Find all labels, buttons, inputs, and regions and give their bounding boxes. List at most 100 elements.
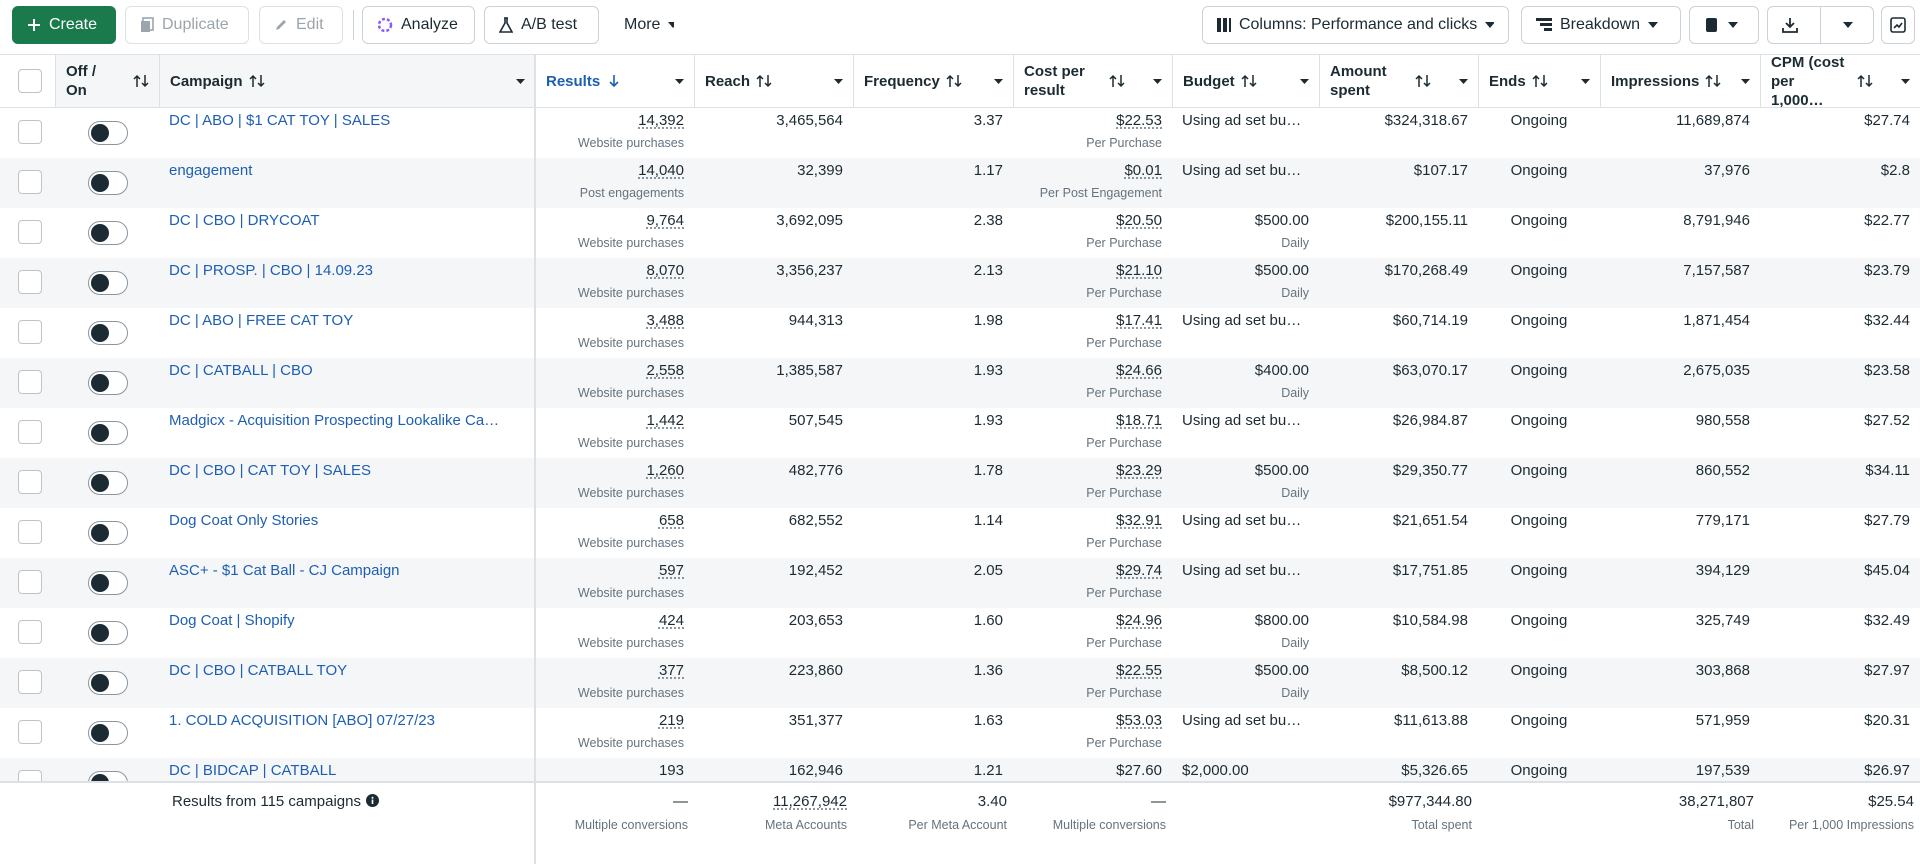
toggle-knob (91, 324, 109, 342)
toggle[interactable] (88, 671, 128, 695)
toggle[interactable] (88, 221, 128, 245)
analyze-button[interactable]: Analyze (362, 6, 475, 44)
columns-label: Columns: Performance and clicks (1238, 16, 1478, 33)
campaign[interactable]: DC | CBO | CAT TOY | SALES (169, 462, 372, 479)
column-header[interactable]: Reach (694, 55, 853, 107)
breakdown-button[interactable]: Breakdown (1521, 6, 1681, 44)
reach: 944,313 (788, 312, 843, 329)
column-header[interactable]: Frequency (853, 55, 1013, 107)
edit-button[interactable]: Edit (259, 6, 343, 44)
checkbox[interactable] (18, 620, 42, 644)
checkbox[interactable] (18, 320, 42, 344)
campaign[interactable]: DC | CBO | DRYCOAT (169, 212, 320, 229)
campaign[interactable]: DC | ABO | $1 CAT TOY | SALES (169, 112, 391, 129)
column-header[interactable]: Cost per result (1013, 55, 1172, 107)
toggle[interactable] (88, 521, 128, 545)
amount-spent: $60,714.19 (1392, 312, 1468, 329)
checkbox[interactable] (18, 570, 42, 594)
info-icon[interactable] (365, 794, 379, 807)
duplicate-button[interactable]: Duplicate (125, 6, 249, 44)
column-header[interactable]: CPM (cost per 1,000… (1760, 55, 1920, 107)
toggle[interactable] (88, 621, 128, 645)
campaign[interactable]: Dog Coat | Shopify (169, 612, 295, 629)
caret (1581, 78, 1590, 84)
campaign[interactable]: ASC+ - $1 Cat Ball - CJ Campaign (169, 562, 400, 579)
header-label: Reach (705, 72, 751, 90)
toggle[interactable] (88, 721, 128, 745)
caret (834, 78, 843, 84)
amount-spent: $10,584.98 (1392, 612, 1468, 629)
impressions: 8,791,946 (1683, 212, 1750, 229)
reports-button[interactable] (1689, 6, 1759, 44)
checkbox[interactable] (18, 670, 42, 694)
chart-icon (1890, 17, 1906, 33)
export-button[interactable] (1767, 6, 1874, 44)
budget-type: Daily (1281, 486, 1309, 500)
column-header[interactable]: Budget (1172, 55, 1319, 107)
cost: $17.41 (1116, 312, 1162, 329)
sort-icon (1857, 74, 1873, 88)
toggle[interactable] (88, 321, 128, 345)
toggle-knob (91, 524, 109, 542)
campaign[interactable]: DC | CBO | CATBALL TOY (169, 662, 348, 679)
toggle[interactable] (88, 771, 128, 781)
checkbox[interactable] (18, 720, 42, 744)
campaign[interactable]: Madgicx - Acquisition Prospecting Lookal… (169, 412, 500, 429)
budget: $400.00 (1254, 362, 1309, 379)
amount-spent: $170,268.49 (1384, 262, 1468, 279)
checkbox[interactable] (18, 370, 42, 394)
chart-button[interactable] (1881, 6, 1915, 44)
checkbox[interactable] (18, 520, 42, 544)
checkbox[interactable] (18, 220, 42, 244)
checkbox[interactable] (18, 420, 42, 444)
budget-type: Daily (1281, 386, 1309, 400)
toggle[interactable] (88, 171, 128, 195)
campaign[interactable]: DC | PROSP. | CBO | 14.09.23 (169, 262, 374, 279)
checkbox[interactable] (18, 770, 42, 781)
frozen-divider (534, 54, 536, 864)
campaign[interactable]: DC | BIDCAP | CATBALL (169, 762, 337, 779)
footer-cpm: $25.54 (1868, 793, 1914, 810)
frequency: 1.14 (973, 512, 1003, 529)
cost-type: Per Purchase (1086, 636, 1162, 650)
column-header[interactable]: Amount spent (1319, 55, 1478, 107)
toggle[interactable] (88, 471, 128, 495)
more-button[interactable]: More (609, 6, 689, 44)
checkbox[interactable] (18, 170, 42, 194)
cost: $0.01 (1124, 162, 1162, 179)
ab-test-button[interactable]: A/B test (484, 6, 599, 44)
toggle[interactable] (88, 271, 128, 295)
reach: 3,692,095 (776, 212, 843, 229)
cost-type: Per Purchase (1086, 236, 1162, 250)
breakdown-icon (1536, 18, 1552, 31)
toggle-knob (91, 674, 109, 692)
checkbox[interactable] (18, 270, 42, 294)
select-all[interactable] (18, 69, 42, 93)
column-header[interactable]: Results (535, 55, 694, 107)
campaign[interactable]: Dog Coat Only Stories (169, 512, 319, 529)
budget-type: Daily (1281, 236, 1309, 250)
cpm: $27.97 (1864, 662, 1910, 679)
duplicate-label: Duplicate (162, 16, 229, 33)
toggle[interactable] (88, 571, 128, 595)
columns-button[interactable]: Columns: Performance and clicks (1202, 6, 1509, 44)
frequency: 1.78 (973, 462, 1003, 479)
checkbox[interactable] (18, 120, 42, 144)
toggle[interactable] (88, 371, 128, 395)
separator (353, 10, 354, 40)
campaign[interactable]: engagement (169, 162, 253, 179)
campaign[interactable]: 1. COLD ACQUISITION [ABO] 07/27/23 (169, 712, 435, 729)
create-button[interactable]: Create (12, 6, 116, 44)
campaign[interactable]: DC | ABO | FREE CAT TOY (169, 312, 354, 329)
checkbox[interactable] (18, 470, 42, 494)
footer (0, 781, 1920, 864)
ends: Ongoing (1510, 712, 1568, 729)
toggle-knob (91, 474, 109, 492)
toggle[interactable] (88, 421, 128, 445)
toggle[interactable] (88, 121, 128, 145)
campaign[interactable]: DC | CATBALL | CBO (169, 362, 313, 379)
column-header[interactable]: Ends (1478, 55, 1600, 107)
column-header[interactable]: Off / On (55, 55, 159, 107)
column-header[interactable]: Impressions (1600, 55, 1760, 107)
column-header[interactable]: Campaign (159, 55, 535, 107)
